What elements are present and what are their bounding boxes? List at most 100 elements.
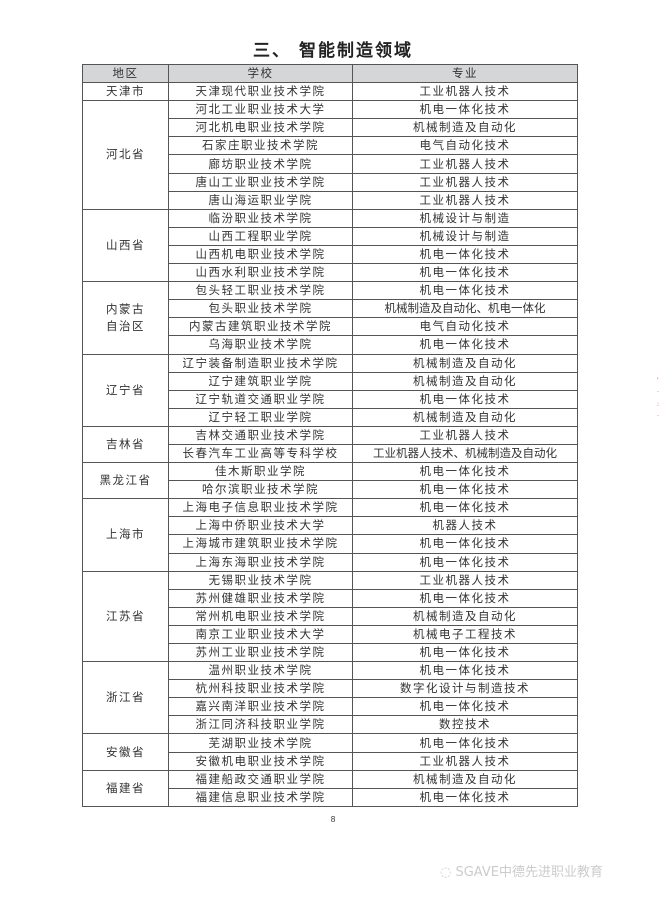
table-row: 内蒙古建筑职业技术学院 电气自动化技术 <box>83 317 578 337</box>
table-row: 石家庄职业技术学院 电气自动化技术 <box>83 136 578 156</box>
school-cell: 乌海职业技术学院 <box>168 335 353 355</box>
table-row: 唐山工业职业技术学院 工业机器人技术 <box>83 172 578 192</box>
school-cell: 嘉兴南洋职业技术学院 <box>168 697 353 717</box>
school-cell: 唐山工业职业技术学院 <box>168 172 353 192</box>
table-row: 上海城市建筑职业技术学院 机电一体化技术 <box>83 534 578 554</box>
major-cell: 工业机器人技术 <box>352 425 578 445</box>
school-cell: 上海东海职业技术学院 <box>168 552 353 572</box>
region-cell: 黑龙江省 <box>82 462 169 500</box>
table-row: 山西工程职业学院 机械设计与制造 <box>83 226 578 246</box>
region-cell: 上海市 <box>82 498 169 572</box>
table-header-row: 地区 学校 专业 <box>82 63 578 84</box>
school-cell: 芜湖职业技术学院 <box>168 733 353 753</box>
table-row: 吉林省 吉林交通职业技术学院 工业机器人技术 <box>82 425 578 464</box>
school-cell: 常州机电职业技术学院 <box>168 606 353 626</box>
page-title: 三、 智能制造领域 <box>253 41 413 61</box>
table-row: 天津市 天津现代职业技术学院 工业机器人技术 <box>82 82 578 102</box>
region-cell: 河北省 <box>82 100 169 210</box>
school-cell: 南京工业职业技术大学 <box>168 624 353 645</box>
major-cell: 机械制造及自动化 <box>352 371 578 391</box>
school-cell: 佳木斯职业学院 <box>168 462 353 482</box>
school-cell: 温州职业技术学院 <box>168 661 353 681</box>
page-number: 8 <box>330 815 336 824</box>
table-row: 河北省 河北工业职业技术大学 机电一体化技术 <box>82 100 578 210</box>
major-cell: 机械制造及自动化 <box>352 118 578 138</box>
header-major: 专业 <box>352 63 578 84</box>
school-cell: 天津现代职业技术学院 <box>168 82 353 102</box>
region-cell: 福建省 <box>82 769 169 807</box>
table-row: 安徽机电职业技术学院 工业机器人技术 <box>83 751 578 771</box>
school-cell: 山西工程职业学院 <box>168 226 353 246</box>
table-row: 常州机电职业技术学院 机械制造及自动化 <box>83 606 578 626</box>
school-cell: 石家庄职业技术学院 <box>168 136 353 156</box>
school-cell: 上海城市建筑职业技术学院 <box>168 534 353 554</box>
school-cell: 吉林交通职业技术学院 <box>168 425 353 445</box>
table-row: 苏州工业职业技术学院 机电一体化技术 <box>83 642 578 663</box>
major-cell: 工业机器人技术 <box>352 154 578 174</box>
table-row: 福建省 福建船政交通职业学院 机械制造及自动化 <box>82 769 578 807</box>
major-cell: 机械设计与制造 <box>352 226 578 246</box>
table-row: 廊坊职业技术学院 工业机器人技术 <box>83 154 578 174</box>
table-row: 内蒙古 自治区 包头轻工职业技术学院机电一体化技术 <box>82 281 578 355</box>
region-cell: 江苏省 <box>82 570 169 663</box>
wechat-icon: ◌ <box>440 865 456 880</box>
major-cell: 机械电子工程技术 <box>352 624 578 645</box>
major-cell: 机械制造及自动化、机电一体化 <box>352 299 578 319</box>
major-cell: 数字化设计与制造技术 <box>352 679 578 699</box>
school-cell: 无锡职业技术学院 <box>168 570 353 590</box>
school-cell: 福建船政交通职业学院 <box>168 769 353 789</box>
major-cell: 电气自动化技术 <box>352 317 578 337</box>
region-cell: 天津市 <box>82 82 169 102</box>
major-cell: 机械制造及自动化 <box>352 769 578 789</box>
table-row: 唐山海运职业学院 工业机器人技术 <box>83 190 578 210</box>
school-cell: 苏州健雄职业技术学院 <box>168 588 353 608</box>
major-cell: 机械制造及自动化 <box>352 353 578 373</box>
table-row: 苏州健雄职业技术学院 机电一体化技术 <box>83 588 578 608</box>
school-cell: 内蒙古建筑职业技术学院 <box>168 317 353 337</box>
major-cell: 工业机器人技术 <box>352 751 578 771</box>
school-cell: 哈尔滨职业技术学院 <box>168 480 353 500</box>
table-row: 辽宁轨道交通职业学院 机电一体化技术 <box>83 389 578 409</box>
scan-marks: ' ·: · <box>657 377 660 420</box>
school-cell: 安徽机电职业技术学院 <box>168 751 353 771</box>
school-cell: 辽宁轻工职业学院 <box>168 407 353 427</box>
school-cell: 河北工业职业技术大学 <box>168 100 353 120</box>
major-cell: 机电一体化技术 <box>352 462 578 482</box>
major-cell: 机电一体化技术 <box>352 480 578 500</box>
table-row: 山西水利职业技术学院 机电一体化技术 <box>83 263 578 283</box>
major-cell: 机电一体化技术 <box>352 100 578 120</box>
table-row: 杭州科技职业技术学院 数字化设计与制造技术 <box>83 679 578 699</box>
major-cell: 机电一体化技术 <box>352 661 578 681</box>
header-school: 学校 <box>168 63 353 84</box>
table-row: 乌海职业技术学院 机电一体化技术 <box>83 335 578 355</box>
major-cell: 机电一体化技术 <box>352 389 578 409</box>
major-cell: 机电一体化技术 <box>352 787 578 807</box>
major-cell: 工业机器人技术 <box>352 570 578 590</box>
table-row: 嘉兴南洋职业技术学院 机电一体化技术 <box>83 697 578 717</box>
school-cell: 辽宁建筑职业学院 <box>168 371 353 391</box>
major-cell: 工业机器人技术 <box>352 190 578 210</box>
table-row: 上海中侨职业技术大学 机器人技术 <box>83 516 578 536</box>
school-cell: 包头轻工职业技术学院 <box>168 281 353 301</box>
major-cell: 机械设计与制造 <box>352 208 578 228</box>
header-region: 地区 <box>82 63 169 84</box>
table-row: 上海东海职业技术学院 机电一体化技术 <box>83 552 578 572</box>
region-cell: 辽宁省 <box>82 353 169 427</box>
table-row: 福建信息职业技术学院 机电一体化技术 <box>83 787 578 807</box>
school-cell: 福建信息职业技术学院 <box>168 787 353 807</box>
region-cell: 吉林省 <box>82 425 169 464</box>
major-cell: 机电一体化技术 <box>352 335 578 355</box>
region-cell: 安徽省 <box>82 733 169 771</box>
major-cell: 机电一体化技术 <box>352 552 578 572</box>
major-cell: 机电一体化技术 <box>352 498 578 518</box>
watermark: ◌ SGAVE中德先进职业教育 <box>440 861 603 880</box>
school-cell: 廊坊职业技术学院 <box>168 154 353 174</box>
school-cell: 长春汽车工业高等专科学校 <box>168 443 353 464</box>
major-cell: 机械制造及自动化 <box>352 606 578 626</box>
region-cell: 内蒙古 自治区 <box>82 281 169 355</box>
major-cell: 工业机器人技术、机械制造及自动化 <box>352 443 578 464</box>
school-cell: 苏州工业职业技术学院 <box>168 642 353 663</box>
table-row: 安徽省 芜湖职业技术学院 机电一体化技术 <box>82 733 578 771</box>
table-row: 辽宁省 辽宁装备制造职业技术学院 机械制造及自动化 <box>82 353 578 427</box>
major-cell: 机电一体化技术 <box>352 244 578 265</box>
